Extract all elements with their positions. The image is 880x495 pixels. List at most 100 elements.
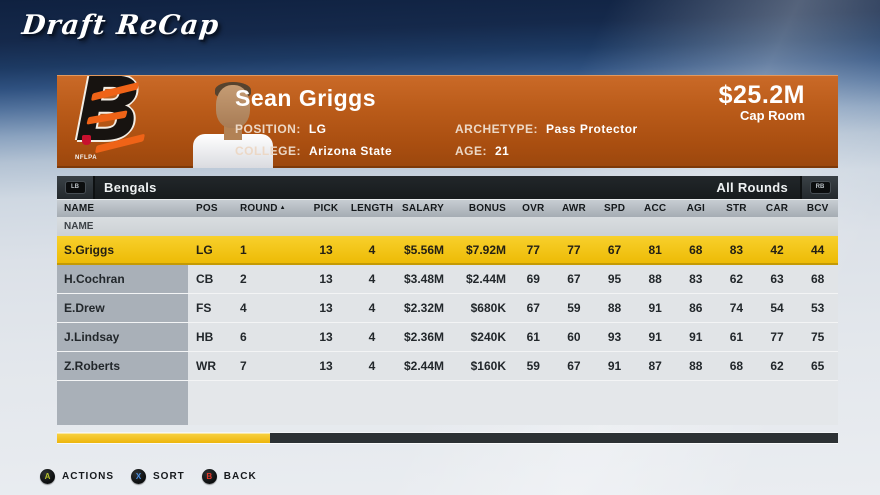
cell-agi: 88 xyxy=(689,359,703,373)
rb-bumper-icon: RB xyxy=(809,181,831,194)
cell-acc: 91 xyxy=(648,330,662,344)
table-row-edrew[interactable]: E.Drew FS 4 13 4 $2.32M $680K 67 59 88 9… xyxy=(57,294,838,323)
actions-label: ACTIONS xyxy=(62,471,114,482)
cell-pos: WR xyxy=(196,359,216,373)
table-topbar: LB Bengals All Rounds RB xyxy=(57,176,838,199)
lb-bumper-icon: LB xyxy=(64,181,86,194)
col-header-pos[interactable]: POS xyxy=(196,203,218,214)
player-portrait xyxy=(193,81,273,168)
cell-spd: 67 xyxy=(607,243,622,257)
nflpa-shield-icon xyxy=(81,135,91,145)
cell-length: 4 xyxy=(368,359,376,373)
b-button-icon: B xyxy=(201,469,217,484)
archetype-line: ARCHETYPE: Pass Protector xyxy=(455,122,638,136)
back-hint[interactable]: B BACK xyxy=(201,469,257,484)
table-row-zroberts[interactable]: Z.Roberts WR 7 13 4 $2.44M $160K 59 67 9… xyxy=(57,352,838,381)
column-header-row: NAME POS ROUND ▲ PICK LENGTH SALARY BONUS… xyxy=(57,199,838,217)
cell-awr: 67 xyxy=(567,272,581,286)
nflpa-label: NFLPA xyxy=(75,155,98,161)
col-header-bcv[interactable]: BCV xyxy=(806,203,829,214)
cell-salary: $5.56M xyxy=(403,243,444,257)
college-value: Arizona State xyxy=(309,144,393,158)
cell-spd: 95 xyxy=(607,272,622,286)
cap-room-block: $25.2M Cap Room xyxy=(719,81,805,123)
col-header-spd[interactable]: SPD xyxy=(603,203,626,214)
scrollbar-fill xyxy=(57,433,271,443)
cell-bcv: 65 xyxy=(811,359,825,373)
col-header-ovr[interactable]: OVR xyxy=(522,203,545,214)
cell-pick: 13 xyxy=(319,359,333,373)
cell-length: 4 xyxy=(368,330,376,344)
cell-pick: 13 xyxy=(319,272,333,286)
group-header: NAME xyxy=(57,217,838,236)
cell-str: 62 xyxy=(729,272,744,286)
actions-hint[interactable]: A ACTIONS xyxy=(40,469,114,484)
col-header-agi[interactable]: AGI xyxy=(686,203,705,214)
portrait-neck xyxy=(224,126,242,140)
cell-round: 4 xyxy=(240,301,247,315)
cell-bonus: $240K xyxy=(470,330,506,344)
player-banner: B NFLPA Sean Griggs POSITION: LG COLLEGE:… xyxy=(57,75,838,168)
col-header-str[interactable]: STR xyxy=(726,203,747,214)
draft-table: LB Bengals All Rounds RB NAME POS ROUND ▲… xyxy=(57,176,838,425)
cell-awr: 60 xyxy=(567,330,581,344)
cell-agi: 83 xyxy=(689,272,703,286)
col-header-round-label: ROUND xyxy=(240,203,278,214)
cell-bonus: $2.44M xyxy=(465,272,506,286)
college-label: COLLEGE: xyxy=(235,144,301,158)
col-header-length[interactable]: LENGTH xyxy=(350,203,394,214)
cell-str: 68 xyxy=(729,359,744,373)
cell-car: 77 xyxy=(770,330,784,344)
rounds-filter: All Rounds xyxy=(716,180,788,195)
archetype-value: Pass Protector xyxy=(546,122,638,136)
college-line: COLLEGE: Arizona State xyxy=(235,144,392,158)
cell-acc: 88 xyxy=(648,272,662,286)
cell-length: 4 xyxy=(368,243,376,257)
cell-car: 42 xyxy=(770,243,784,257)
cell-pos: HB xyxy=(196,330,214,344)
cell-salary: $3.48M xyxy=(403,272,444,286)
cell-spd: 93 xyxy=(607,330,622,344)
cell-ovr: 69 xyxy=(526,272,540,286)
x-button-icon: X xyxy=(131,469,146,484)
col-header-car[interactable]: CAR xyxy=(765,203,789,214)
cell-bcv: 53 xyxy=(811,301,825,315)
table-row-hcochran[interactable]: H.Cochran CB 2 13 4 $3.48M $2.44M 69 67 … xyxy=(57,265,838,294)
cell-pos: FS xyxy=(196,301,212,315)
cell-awr: 77 xyxy=(567,243,581,257)
next-rounds-button[interactable]: RB xyxy=(800,176,838,199)
col-header-salary[interactable]: SALARY xyxy=(402,203,444,214)
cell-ovr: 61 xyxy=(526,330,540,344)
cell-ovr: 77 xyxy=(526,243,540,257)
sort-hint[interactable]: X SORT xyxy=(131,469,185,484)
cell-salary: $2.32M xyxy=(403,301,444,315)
position-label: POSITION: xyxy=(235,122,301,136)
cap-room-label: Cap Room xyxy=(740,108,805,123)
col-header-acc[interactable]: ACC xyxy=(644,203,667,214)
col-header-bonus[interactable]: BONUS xyxy=(468,203,506,214)
cell-car: 62 xyxy=(770,359,784,373)
sort-ascending-icon: ▲ xyxy=(279,205,286,211)
portrait-head xyxy=(216,85,250,128)
cell-bcv: 68 xyxy=(811,272,825,286)
col-header-awr[interactable]: AWR xyxy=(561,203,586,214)
cell-name: H.Cochran xyxy=(57,265,188,293)
cell-pick: 13 xyxy=(319,301,333,315)
age-label: AGE: xyxy=(455,144,487,158)
button-hints: A ACTIONS X SORT B BACK xyxy=(40,469,257,484)
table-row-sgriggs[interactable]: S.Griggs LG 1 13 4 $5.56M $7.92M 77 77 6… xyxy=(57,236,838,265)
cell-agi: 91 xyxy=(689,330,703,344)
col-header-pick[interactable]: PICK xyxy=(313,203,339,214)
table-row-jlindsay[interactable]: J.Lindsay HB 6 13 4 $2.36M $240K 61 60 9… xyxy=(57,323,838,352)
cell-agi: 86 xyxy=(689,301,703,315)
col-header-round[interactable]: ROUND ▲ xyxy=(234,203,302,214)
cell-name: E.Drew xyxy=(57,294,188,322)
cell-bonus: $7.92M xyxy=(465,243,506,257)
sort-label: SORT xyxy=(153,471,185,482)
cell-bcv: 44 xyxy=(811,243,825,257)
prev-team-button[interactable]: LB xyxy=(57,176,95,199)
page-title: Draft ReCap xyxy=(20,10,221,41)
col-header-name[interactable]: NAME xyxy=(64,203,95,214)
horizontal-scrollbar[interactable] xyxy=(57,433,838,443)
